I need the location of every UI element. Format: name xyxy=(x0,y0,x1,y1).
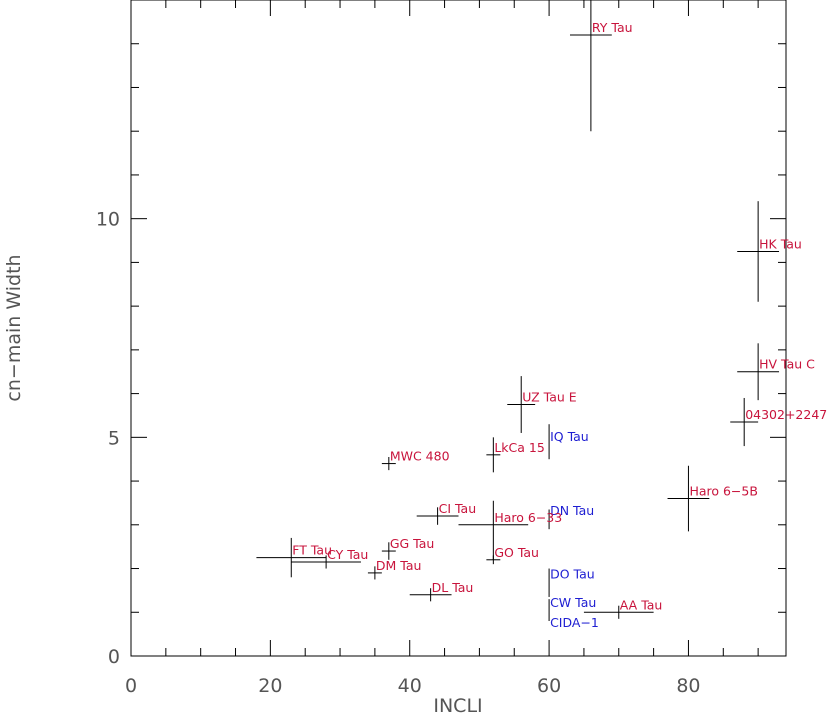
plot-frame xyxy=(130,0,787,657)
point-label: MWC 480 xyxy=(390,449,450,464)
point-label: DN Tau xyxy=(550,503,594,518)
point-label: GO Tau xyxy=(494,545,539,560)
x-tick-label: 80 xyxy=(676,675,700,697)
data-point xyxy=(416,507,459,525)
x-axis-title: INCLI xyxy=(433,695,482,716)
data-point xyxy=(409,588,452,602)
point-labels: RY Tau HK Tau HV Tau C 04302+2247 UZ Tau E IQ… xyxy=(292,20,827,630)
x-tick-label: 40 xyxy=(398,675,422,697)
tick-labels: 0 20 40 60 80 0 5 10 xyxy=(96,209,701,697)
data-point xyxy=(737,201,780,302)
point-label: Haro 6−33 xyxy=(494,510,562,525)
x-tick-label: 60 xyxy=(537,675,561,697)
data-point xyxy=(486,555,501,565)
data-point xyxy=(381,542,396,560)
point-label: CY Tau xyxy=(327,547,368,562)
data-marks xyxy=(256,0,780,622)
data-point xyxy=(486,437,501,473)
point-label: FT Tau xyxy=(292,543,332,558)
point-label: CI Tau xyxy=(439,501,477,516)
point-label: DO Tau xyxy=(550,567,595,582)
point-label: Haro 6−5B xyxy=(689,484,758,499)
point-label: IQ Tau xyxy=(550,429,589,444)
point-label: RY Tau xyxy=(592,20,633,35)
data-point xyxy=(667,465,710,532)
data-point xyxy=(730,397,759,447)
point-label: GG Tau xyxy=(390,536,435,551)
y-axis-title: cn−main Width xyxy=(3,254,25,401)
axis-ticks xyxy=(131,0,786,656)
data-point xyxy=(569,0,612,132)
data-point xyxy=(737,343,780,401)
data-point xyxy=(256,537,327,578)
point-label: HV Tau C xyxy=(759,357,815,372)
data-point xyxy=(583,605,654,619)
data-point xyxy=(381,457,396,471)
point-label: LkCa 15 xyxy=(494,440,544,455)
data-point xyxy=(458,500,529,560)
point-label: AA Tau xyxy=(620,597,663,612)
point-label: CW Tau xyxy=(550,595,596,610)
x-tick-label: 20 xyxy=(258,675,282,697)
point-label: 04302+2247 xyxy=(745,407,827,422)
data-point xyxy=(291,555,361,569)
y-tick-label: 5 xyxy=(108,427,120,449)
point-label: DM Tau xyxy=(376,558,422,573)
y-tick-label: 0 xyxy=(108,646,120,668)
point-label: DL Tau xyxy=(432,580,474,595)
point-label: HK Tau xyxy=(759,236,802,251)
x-tick-label: 0 xyxy=(125,675,137,697)
y-tick-label: 10 xyxy=(96,209,120,231)
data-point xyxy=(507,376,536,433)
data-point xyxy=(367,566,382,580)
point-label: CIDA−1 xyxy=(550,615,599,630)
point-label: UZ Tau E xyxy=(522,390,577,405)
